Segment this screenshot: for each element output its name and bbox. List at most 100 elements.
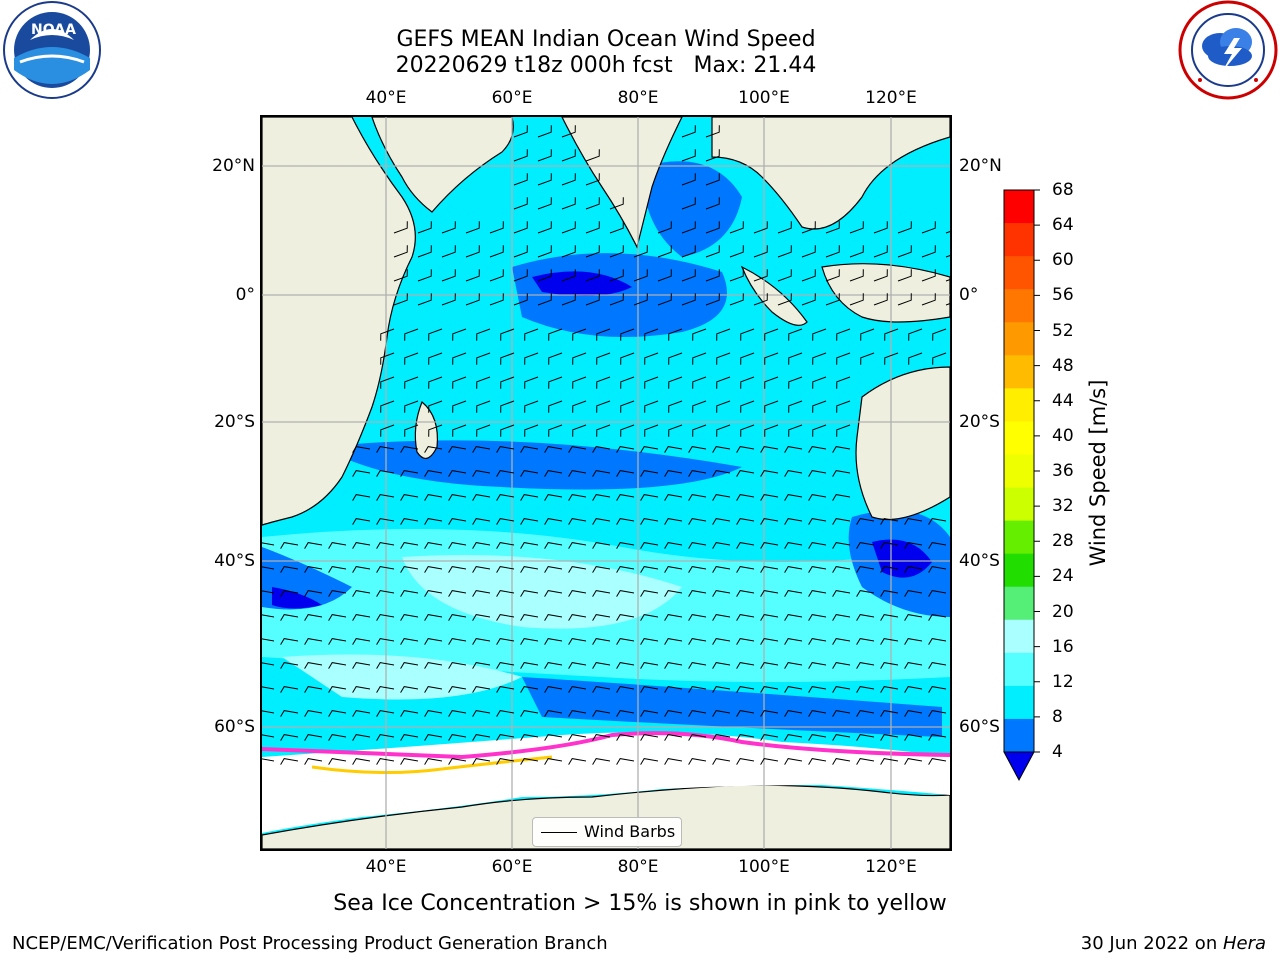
wind-barb: [904, 638, 923, 645]
wind-barb: [548, 328, 563, 341]
wind-barb: [376, 686, 395, 693]
wind-barb: [664, 758, 683, 765]
colorbar-tick-label: 32: [1052, 496, 1074, 517]
wind-barb: [736, 566, 755, 573]
wind-barb: [832, 758, 851, 765]
wind-barb: [688, 470, 707, 477]
wind-barb: [784, 566, 803, 573]
wind-barb: [712, 470, 731, 477]
wind-barb: [393, 269, 408, 282]
wind-barb: [280, 662, 299, 669]
wind-barb: [448, 638, 467, 645]
wind-barb: [928, 614, 947, 621]
wind-barb: [472, 446, 491, 453]
wind-barb: [585, 245, 600, 258]
wind-barb: [688, 710, 707, 717]
wind-barb: [472, 638, 491, 645]
wind-barb: [465, 293, 480, 306]
wind-barb: [928, 566, 947, 573]
wind-barb: [664, 614, 683, 621]
wind-barb: [760, 734, 779, 741]
wind-barb: [609, 293, 624, 306]
wind-barb: [428, 376, 443, 389]
wind-barb: [448, 566, 467, 573]
wind-barb: [620, 424, 635, 437]
wind-barb: [760, 686, 779, 693]
wind-barb: [664, 686, 683, 693]
wind-barb: [428, 424, 443, 437]
wind-barb: [262, 590, 275, 594]
wind-barb: [777, 269, 792, 282]
wind-barb: [688, 590, 707, 597]
wind-barb: [640, 518, 659, 525]
wind-barb: [688, 662, 707, 669]
wind-barb: [472, 542, 491, 549]
wind-barb: [424, 686, 443, 693]
wind-barb: [784, 662, 803, 669]
wind-barb: [880, 614, 899, 621]
wind-barb: [784, 590, 803, 597]
wind-barb: [513, 245, 528, 258]
wind-barb: [808, 446, 827, 453]
wind-barb: [640, 590, 659, 597]
wind-barb: [801, 245, 816, 258]
wind-barb: [664, 590, 683, 597]
wind-barb: [760, 590, 779, 597]
wind-barb: [304, 638, 323, 645]
wind-barb: [568, 494, 587, 501]
wind-barb: [304, 590, 323, 597]
wind-barb: [808, 638, 827, 645]
wind-barb: [904, 614, 923, 621]
wind-barb: [376, 638, 395, 645]
colorbar-segment: [1004, 223, 1034, 257]
lat-tick-left: 0°: [235, 285, 255, 305]
wind-barb: [880, 710, 899, 717]
wind-barb: [760, 446, 779, 453]
wind-barb: [856, 638, 875, 645]
wind-barb: [736, 494, 755, 501]
wind-barb: [404, 424, 419, 437]
wind-barb: [873, 245, 888, 258]
wind-barb: [681, 245, 696, 258]
wind-barb: [832, 638, 851, 645]
wind-barb: [352, 758, 371, 765]
wind-barb: [452, 328, 467, 341]
wind-barb: [568, 518, 587, 525]
wind-barb: [328, 638, 347, 645]
wind-barb: [404, 328, 419, 341]
wind-barb: [740, 376, 755, 389]
wind-barb: [620, 400, 635, 413]
wind-barb: [424, 662, 443, 669]
wind-barb: [616, 542, 635, 549]
wind-barb: [616, 758, 635, 765]
lat-tick-right: 20°S: [959, 412, 1000, 432]
wind-barb: [352, 734, 371, 741]
wind-barb: [500, 424, 515, 437]
wind-barb: [520, 494, 539, 501]
noaa-logo-icon: [3, 1, 101, 99]
wind-barb: [520, 638, 539, 645]
wind-barb: [808, 614, 827, 621]
wind-barb: [932, 352, 947, 365]
wind-barb: [705, 221, 720, 234]
wind-barb: [262, 710, 275, 714]
wind-barb: [476, 352, 491, 365]
wind-barb: [880, 590, 899, 597]
wind-barb: [664, 518, 683, 525]
wind-barb: [537, 269, 552, 282]
wind-barb: [262, 662, 275, 666]
wind-barb: [928, 686, 947, 693]
wind-barb: [836, 424, 851, 437]
wind-barb: [328, 542, 347, 549]
wind-barb: [692, 400, 707, 413]
india: [561, 117, 683, 249]
wind-barb: [904, 710, 923, 717]
wind-barb: [592, 470, 611, 477]
wind-barb: [561, 269, 576, 282]
wind-barb: [681, 293, 696, 306]
wind-barb: [764, 424, 779, 437]
wind-barb: [736, 470, 755, 477]
wind-barb: [712, 446, 731, 453]
wind-barb: [788, 328, 803, 341]
wind-barb: [424, 710, 443, 717]
